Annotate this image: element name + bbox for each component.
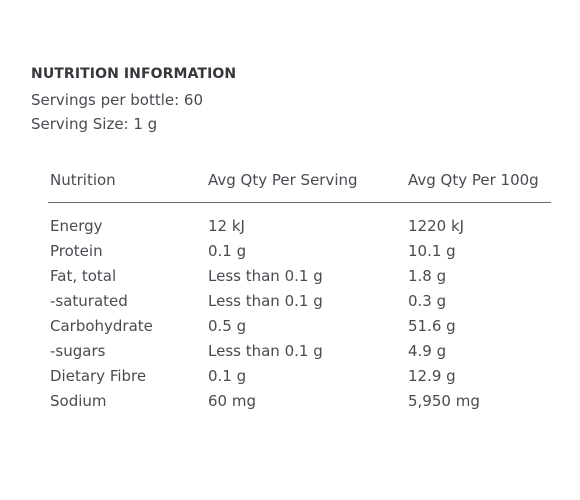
per-100g-value: 4.9 g <box>408 341 447 360</box>
per-serving-value: 60 mg <box>208 391 256 410</box>
per-serving-value: Less than 0.1 g <box>208 266 323 285</box>
per-serving-value: 0.1 g <box>208 241 247 260</box>
nutrient-name: Dietary Fibre <box>50 366 147 385</box>
per-serving-value: 12 kJ <box>208 216 245 235</box>
nutrient-name: Protein <box>50 241 103 260</box>
per-serving-value: 0.5 g <box>208 316 247 335</box>
per-serving-value: Less than 0.1 g <box>208 341 323 360</box>
per-100g-value: 51.6 g <box>408 316 456 335</box>
per-100g-value: 1.8 g <box>408 266 447 285</box>
table-row: Dietary Fibre 0.1 g 12.9 g <box>48 363 551 388</box>
panel-heading: NUTRITION INFORMATION <box>31 66 237 82</box>
serving-size: Serving Size: 1 g <box>31 115 158 133</box>
header-avg-per-100g: Avg Qty Per 100g <box>408 166 551 203</box>
table-row: Energy 12 kJ 1220 kJ <box>48 213 551 238</box>
per-100g-value: 0.3 g <box>408 291 447 310</box>
nutrition-table: Nutrition Avg Qty Per Serving Avg Qty Pe… <box>48 166 551 413</box>
per-100g-value: 1220 kJ <box>408 216 465 235</box>
table-row: Carbohydrate 0.5 g 51.6 g <box>48 313 551 338</box>
nutrient-name: -sugars <box>50 341 106 360</box>
header-avg-per-serving: Avg Qty Per Serving <box>208 166 408 203</box>
nutrient-name: -saturated <box>50 291 128 310</box>
per-100g-value: 10.1 g <box>408 241 456 260</box>
table-row: Fat, total Less than 0.1 g 1.8 g <box>48 263 551 288</box>
nutrition-panel: NUTRITION INFORMATION Servings per bottl… <box>31 64 551 136</box>
table-spacer <box>48 203 551 214</box>
per-100g-value: 12.9 g <box>408 366 456 385</box>
table-row: -sugars Less than 0.1 g 4.9 g <box>48 338 551 363</box>
table-row: -saturated Less than 0.1 g 0.3 g <box>48 288 551 313</box>
per-100g-value: 5,950 mg <box>408 391 480 410</box>
nutrient-name: Fat, total <box>50 266 117 285</box>
table-row: Protein 0.1 g 10.1 g <box>48 238 551 263</box>
per-serving-value: 0.1 g <box>208 366 247 385</box>
nutrient-name: Carbohydrate <box>50 316 153 335</box>
table-header-row: Nutrition Avg Qty Per Serving Avg Qty Pe… <box>48 166 551 203</box>
servings-per-bottle: Servings per bottle: 60 <box>31 91 204 109</box>
nutrient-name: Sodium <box>50 391 107 410</box>
nutrient-name: Energy <box>50 216 103 235</box>
per-serving-value: Less than 0.1 g <box>208 291 323 310</box>
table-row: Sodium 60 mg 5,950 mg <box>48 388 551 413</box>
header-nutrition: Nutrition <box>48 166 208 203</box>
